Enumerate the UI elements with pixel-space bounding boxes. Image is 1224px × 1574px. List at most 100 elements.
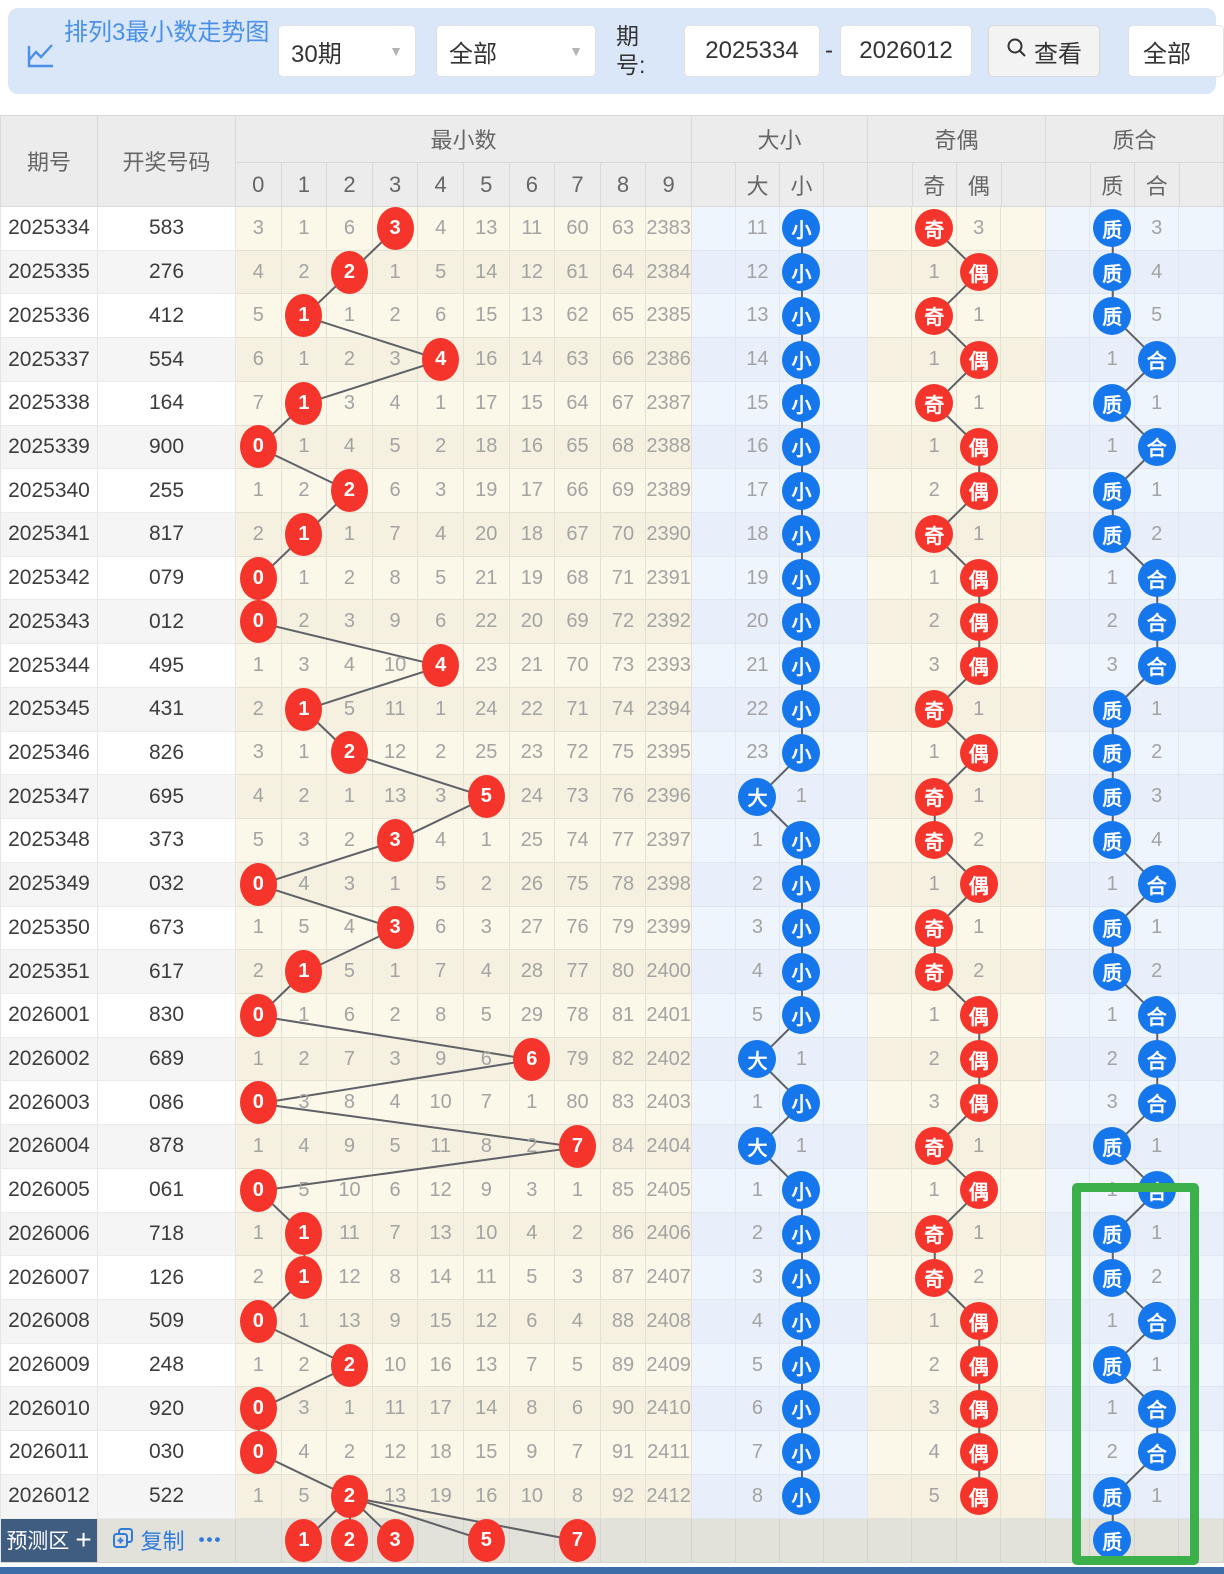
daxiao-cell — [691, 207, 736, 251]
daxiao-cell — [823, 556, 868, 601]
cell-value: 17 — [520, 479, 543, 502]
table-row: 2026011 030 0 4 2 12 18 15 9 7 91 2411 7 小 4 偶 2 合 — [0, 1430, 1224, 1475]
zhihe-marker: 合 — [1137, 427, 1176, 466]
header-sub-cell: 2 — [327, 163, 373, 207]
jiou-marker: 奇 — [915, 952, 954, 991]
min-cell: 3 — [372, 818, 419, 863]
cell-value: 2403 — [646, 1091, 691, 1114]
cell-value: 73 — [611, 654, 635, 677]
daxiao-cell: 18 — [735, 513, 780, 557]
daxiao-cell — [823, 250, 868, 295]
jiou-cell — [1001, 1474, 1046, 1519]
zhihe-marker: 质 — [1093, 296, 1132, 335]
cell-value: 1 — [928, 1003, 940, 1026]
period-select[interactable]: 30期 ▼ — [278, 25, 416, 77]
min-cell: 1 — [281, 1212, 328, 1257]
min-marker: 6 — [513, 1037, 551, 1081]
search-button[interactable]: 查看 — [988, 25, 1100, 77]
more-button[interactable]: ••• — [198, 1530, 223, 1550]
cell-value: 2405 — [646, 1178, 691, 1201]
daxiao-cell: 12 — [735, 250, 780, 295]
cell-value: 66 — [566, 479, 589, 502]
min-cell: 0 — [236, 993, 282, 1038]
cell-value: 17 — [746, 479, 769, 502]
min-cell: 2399 — [646, 906, 692, 951]
copy-button[interactable]: 复制 — [140, 1529, 185, 1555]
jiou-cell — [1001, 381, 1046, 426]
daxiao-cell — [691, 819, 736, 863]
jiou-cell: 2 — [956, 1256, 1002, 1300]
cell-value: 63 — [566, 348, 589, 371]
jiou-cell — [867, 731, 913, 776]
cell-value: 2 — [1151, 1266, 1163, 1289]
daxiao-cell: 22 — [735, 687, 780, 732]
min-cell: 4 — [372, 1081, 419, 1126]
draw-number-cell: 617 — [98, 950, 236, 994]
cell-value: 13 — [475, 216, 498, 239]
cell-value: 24 — [475, 697, 498, 720]
cell-value: 74 — [566, 828, 589, 851]
table-row: 2025347 695 4 2 1 13 3 5 24 73 76 2396 大 1 奇 1 质 3 — [0, 775, 1224, 820]
issue-from-input[interactable] — [684, 25, 820, 77]
min-cell: 1 — [236, 1212, 282, 1257]
jiou-marker: 偶 — [959, 1171, 998, 1210]
cell-value: 1 — [928, 435, 940, 458]
cell-value: 2 — [298, 260, 310, 283]
zhihe-cell — [1045, 1081, 1091, 1126]
min-cell: 19 — [509, 556, 556, 601]
min-cell: 6 — [372, 1168, 419, 1213]
filter-select[interactable]: 全部 — [1128, 25, 1224, 77]
cell-value: 20 — [475, 522, 498, 545]
issue-cell: 2025345 — [0, 687, 98, 732]
jiou-marker: 偶 — [959, 1040, 998, 1079]
cell-value: 17 — [475, 391, 498, 414]
cell-value: 3 — [343, 872, 356, 895]
cell-value: 6 — [435, 916, 447, 939]
min-marker: 0 — [239, 425, 277, 469]
cell-value: 3 — [343, 391, 356, 414]
min-cell: 2 — [327, 250, 373, 295]
zhihe-cell — [1045, 207, 1091, 251]
min-cell: 2 — [327, 556, 373, 601]
zhihe-marker: 合 — [1137, 1040, 1176, 1079]
min-cell: 10 — [509, 1474, 556, 1519]
min-cell: 3 — [372, 338, 419, 382]
jiou-cell — [867, 819, 913, 863]
cell-value: 72 — [611, 610, 635, 633]
cell-value: 5 — [252, 828, 264, 851]
zhihe-cell — [1179, 469, 1224, 514]
jiou-cell — [1001, 294, 1046, 339]
min-cell: 2 — [555, 1212, 601, 1257]
daxiao-cell — [691, 1168, 736, 1213]
min-cell: 71 — [555, 687, 601, 732]
predict-area-button[interactable]: 预测区 + — [0, 1518, 98, 1563]
zh-prediction-cell — [1134, 1518, 1180, 1563]
cell-value: 12 — [429, 1178, 452, 1201]
zhihe-cell: 质 — [1090, 1343, 1135, 1388]
issue-cell: 2025339 — [0, 425, 98, 470]
cell-value: 76 — [611, 785, 635, 808]
zhihe-cell: 1 — [1090, 425, 1135, 470]
min-cell: 2 — [281, 1343, 328, 1388]
jiou-cell — [1001, 1343, 1046, 1388]
min-cell: 4 — [372, 381, 419, 426]
cell-value: 1 — [973, 785, 985, 808]
cell-value: 68 — [566, 566, 589, 589]
cell-value: 18 — [429, 1440, 452, 1463]
cell-value: 5 — [480, 1003, 492, 1026]
min-cell: 67 — [600, 381, 647, 426]
min-cell: 1 — [236, 1474, 282, 1519]
header-sub-cell: 9 — [646, 163, 692, 207]
daxiao-cell: 1 — [779, 775, 824, 820]
table-row: 2025344 495 1 3 4 10 4 23 21 70 73 2393 21 小 3 偶 3 合 — [0, 644, 1224, 688]
type-select[interactable]: 全部 ▼ — [436, 25, 596, 77]
daxiao-cell: 2 — [735, 862, 780, 907]
zhihe-cell: 2 — [1134, 731, 1180, 776]
issue-header: 期号 — [0, 115, 98, 207]
cell-value: 7 — [435, 960, 447, 983]
min-cell: 10 — [372, 1343, 419, 1388]
issue-to-input[interactable] — [840, 25, 972, 77]
zhihe-cell — [1179, 1212, 1224, 1257]
daxiao-cell — [823, 469, 868, 514]
min-cell: 3 — [281, 644, 328, 688]
